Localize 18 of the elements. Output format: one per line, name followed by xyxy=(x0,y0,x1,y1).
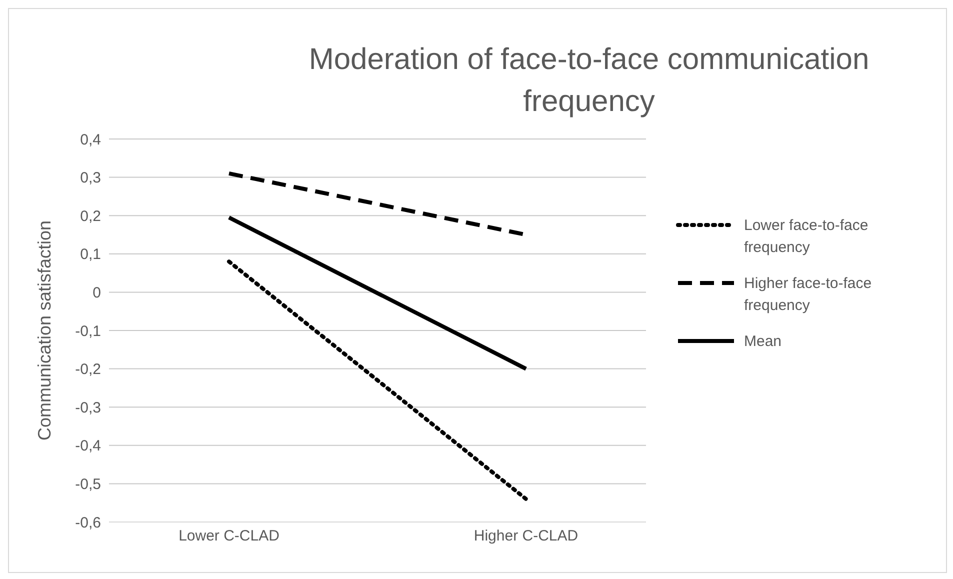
y-tick-label: -0,6 xyxy=(75,514,101,532)
y-tick-label: -0,5 xyxy=(75,476,101,494)
y-axis-title: Communication satisfaction xyxy=(34,220,54,441)
y-tick-label: -0,1 xyxy=(75,322,101,340)
y-tick-label: -0,2 xyxy=(75,361,101,378)
y-tick-label: 0,1 xyxy=(80,246,101,264)
x-tick-label: Lower C-CLAD xyxy=(178,528,280,545)
y-tick-label: 0,4 xyxy=(80,131,101,148)
legend-label: Mean xyxy=(744,332,782,352)
y-tick-label: -0,4 xyxy=(75,438,101,455)
y-tick-label: 0 xyxy=(92,284,101,302)
y-tick-label: 0,2 xyxy=(80,208,101,225)
chart-title: Moderation of face-to-face communication frequency xyxy=(308,42,870,120)
x-tick-label: Higher C-CLAD xyxy=(474,528,578,545)
legend-label: Higher face-to-face frequency xyxy=(744,274,873,316)
legend-label: Lower face-to-face frequency xyxy=(744,216,870,258)
y-tick-label: -0,3 xyxy=(75,399,101,416)
y-tick-label: 0,3 xyxy=(80,170,101,187)
